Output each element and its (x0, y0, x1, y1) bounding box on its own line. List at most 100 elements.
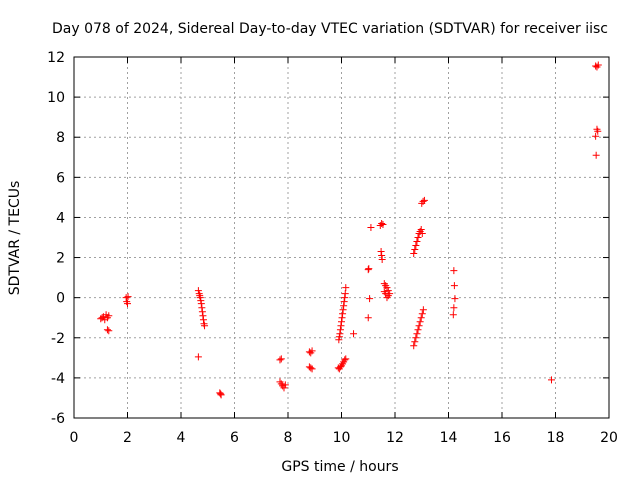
data-point (338, 314, 346, 322)
data-point (194, 353, 202, 361)
data-point (335, 333, 343, 341)
data-point (337, 322, 345, 330)
data-point (197, 297, 205, 305)
x-tick-label: 14 (440, 430, 458, 446)
data-point (198, 308, 206, 316)
data-point (413, 238, 421, 246)
data-point (420, 196, 428, 204)
data-point (382, 290, 390, 298)
x-tick-label: 6 (230, 430, 239, 446)
data-point (365, 265, 373, 273)
data-point (450, 282, 458, 290)
x-tick-label: 2 (123, 430, 132, 446)
data-point (341, 294, 349, 302)
data-point (383, 284, 391, 292)
grid-lines (74, 57, 609, 418)
data-point (418, 229, 426, 237)
data-points (97, 61, 602, 399)
data-point (336, 330, 344, 338)
y-tick-label: 10 (47, 90, 65, 106)
data-point (350, 330, 358, 338)
data-point (364, 314, 372, 322)
data-point (378, 219, 386, 227)
data-point (124, 293, 132, 301)
data-point (335, 336, 343, 344)
y-tick-label: 6 (56, 170, 65, 186)
x-tick-label: 16 (493, 430, 511, 446)
data-point (196, 294, 204, 302)
data-point (411, 338, 419, 346)
data-point (197, 300, 205, 308)
data-point (341, 356, 349, 364)
data-point (416, 318, 424, 326)
data-point (339, 310, 347, 318)
data-point (308, 365, 316, 373)
data-point (105, 327, 113, 335)
data-point (419, 306, 427, 314)
data-point (281, 381, 289, 389)
data-point (451, 295, 459, 303)
y-tick-label: -6 (51, 411, 65, 427)
data-point (449, 311, 457, 319)
y-tick-label: -4 (51, 371, 65, 387)
x-axis-ticks: 0 2 4 6 8 10 12 14 16 18 20 (70, 57, 618, 446)
y-axis-label: SDTVAR / TECUs (7, 181, 23, 296)
x-tick-label: 10 (333, 430, 351, 446)
data-point (124, 300, 131, 308)
x-axis-label: GPS time / hours (281, 459, 398, 475)
x-tick-label: 4 (177, 430, 186, 446)
data-point (338, 318, 345, 326)
data-point (201, 322, 209, 330)
data-point (198, 304, 206, 312)
data-point (412, 242, 420, 250)
y-tick-label: 4 (56, 210, 65, 226)
data-point (194, 287, 202, 295)
data-point (342, 284, 350, 292)
data-point (199, 312, 207, 320)
data-point (410, 250, 418, 258)
data-point (199, 316, 207, 324)
data-point (339, 306, 347, 314)
data-point (594, 61, 602, 69)
data-point (378, 252, 386, 260)
data-point (342, 355, 350, 363)
data-point (105, 312, 113, 320)
y-tick-label: 12 (47, 50, 65, 66)
data-point (378, 256, 386, 264)
y-tick-label: 0 (56, 291, 65, 307)
data-point (450, 304, 458, 312)
data-point (280, 384, 288, 392)
data-point (341, 290, 349, 298)
data-point (547, 376, 555, 384)
data-point (379, 220, 387, 228)
data-point (367, 223, 375, 231)
y-axis-ticks: -6 -4 -2 0 2 4 6 8 10 12 (47, 50, 609, 427)
data-point (413, 330, 421, 338)
data-point (217, 391, 225, 399)
data-point (307, 364, 315, 372)
y-tick-label: -2 (51, 331, 65, 347)
x-tick-label: 20 (600, 430, 618, 446)
chart-title: Day 078 of 2024, Sidereal Day-to-day VTE… (52, 21, 608, 37)
data-point (377, 248, 385, 256)
data-point (419, 197, 427, 205)
data-point (340, 298, 348, 306)
data-point (592, 132, 600, 140)
x-tick-label: 18 (547, 430, 565, 446)
data-point (450, 267, 458, 275)
data-point (414, 326, 422, 334)
data-point (411, 246, 419, 254)
data-point (418, 310, 426, 318)
y-tick-label: 2 (56, 251, 65, 267)
data-point (364, 266, 372, 274)
data-point (594, 127, 602, 135)
data-point (410, 342, 418, 350)
data-point (417, 225, 425, 233)
data-point (217, 390, 225, 398)
data-point (417, 314, 425, 322)
y-tick-label: 8 (56, 130, 65, 146)
data-point (103, 326, 111, 334)
x-tick-label: 0 (70, 430, 79, 446)
